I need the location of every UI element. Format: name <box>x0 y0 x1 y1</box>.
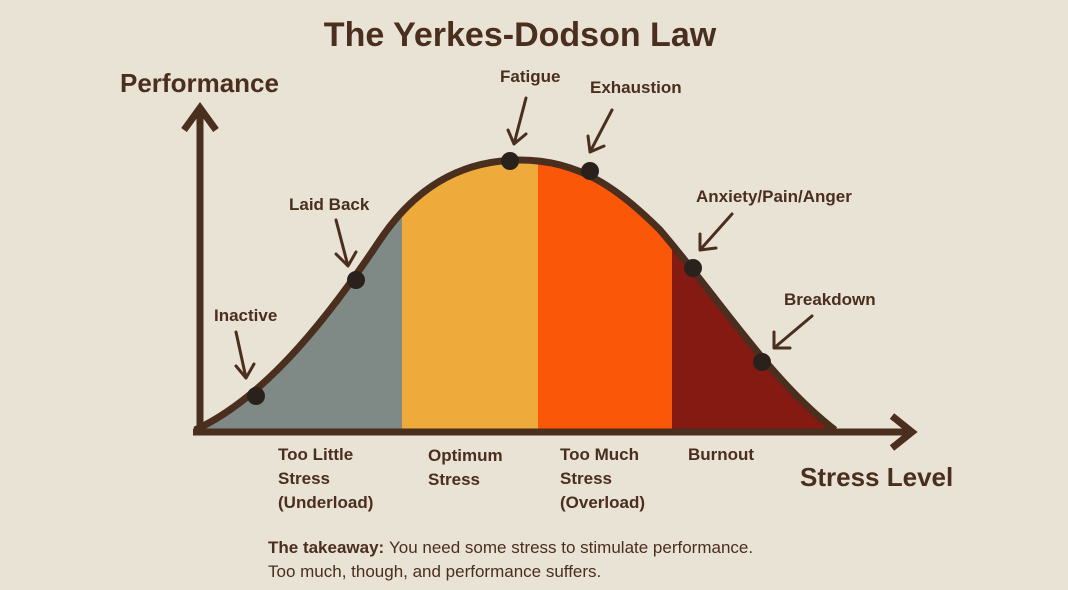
takeaway-lead: The takeaway: <box>268 538 384 557</box>
arrows <box>234 96 814 380</box>
point-label: Fatigue <box>500 67 560 86</box>
point-label: Exhaustion <box>590 78 682 97</box>
point <box>501 152 519 170</box>
zone-line: Stress <box>278 469 330 488</box>
zone-label: Too Little Stress (Underload) <box>278 445 373 512</box>
takeaway: The takeaway: You need some stress to st… <box>268 538 758 581</box>
point-label: Anxiety/Pain/Anger <box>696 187 852 206</box>
takeaway-line: You need some stress to stimulate perfor… <box>389 538 753 557</box>
zone-line: Stress <box>560 469 612 488</box>
point-label: Breakdown <box>784 290 876 309</box>
point <box>347 271 365 289</box>
arrow <box>234 330 256 380</box>
point <box>581 162 599 180</box>
x-arrowhead <box>889 413 918 451</box>
x-axis-label: Stress Level <box>800 462 953 492</box>
title: The Yerkes-Dodson Law <box>324 16 717 54</box>
point <box>753 353 771 371</box>
arrow <box>334 218 358 268</box>
curve <box>193 156 838 434</box>
y-axis-label: Performance <box>120 68 279 98</box>
points <box>247 152 771 405</box>
zone-label: Optimum Stress <box>428 446 507 489</box>
point <box>684 259 702 277</box>
arrow <box>772 314 814 350</box>
y-arrowhead <box>181 102 219 133</box>
zone-optimum <box>402 160 538 432</box>
zone-line: Too Little <box>278 445 353 464</box>
zone-line: Stress <box>428 470 480 489</box>
zone-label: Burnout <box>688 445 754 464</box>
zone-line: (Underload) <box>278 493 373 512</box>
zone-line: Too Much <box>560 445 639 464</box>
arrow <box>698 212 734 252</box>
takeaway-line: Too much, though, and performance suffer… <box>268 562 601 581</box>
zone-line: Burnout <box>688 445 754 464</box>
arrow <box>586 108 614 154</box>
point-label: Laid Back <box>289 195 370 214</box>
zone-line: (Overload) <box>560 493 645 512</box>
point-label: Inactive <box>214 306 277 325</box>
zone-line: Optimum <box>428 446 503 465</box>
arrow <box>506 96 528 146</box>
point <box>247 387 265 405</box>
zone-label: Too Much Stress (Overload) <box>560 445 645 512</box>
